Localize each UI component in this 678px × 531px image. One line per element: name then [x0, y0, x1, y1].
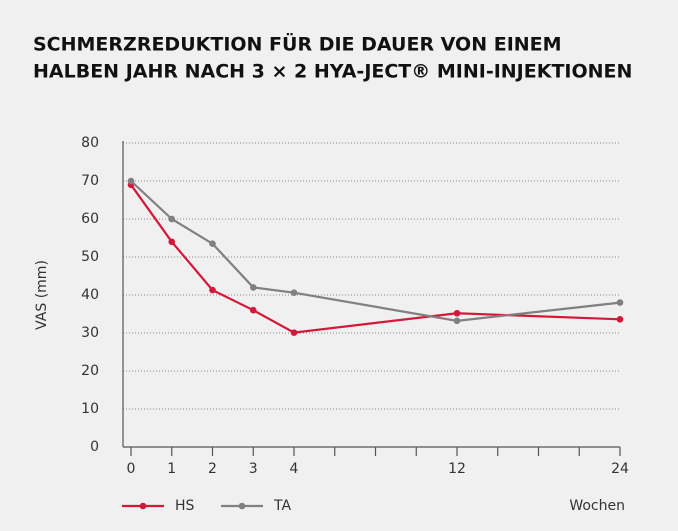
x-tick-label: 12 [448, 461, 466, 477]
x-tick-label: 1 [167, 461, 176, 477]
legend-marker [139, 502, 147, 510]
point [209, 240, 216, 247]
legend-label: TA [273, 498, 291, 514]
point [616, 299, 624, 306]
x-tick-label: 0 [127, 461, 136, 477]
y-tick-label: 30 [81, 325, 99, 341]
point [209, 286, 216, 294]
point [127, 177, 135, 185]
y-tick-label: 80 [81, 135, 99, 151]
chart-title: HALBEN JAHR NACH 3 × 2 HYA-JECT® MINI-IN… [33, 61, 632, 83]
y-tick-label: 10 [81, 401, 99, 417]
legend-label: HS [175, 498, 195, 514]
point [290, 289, 298, 297]
point [616, 316, 624, 323]
y-tick-label: 20 [81, 363, 99, 379]
point [453, 317, 461, 325]
legend-marker [238, 502, 246, 510]
x-tick-label: 3 [249, 461, 258, 477]
y-tick-label: 50 [81, 249, 99, 265]
point [290, 329, 298, 336]
point [249, 306, 257, 314]
y-tick-label: 0 [90, 439, 99, 455]
series-line [130, 180, 621, 322]
x-tick-label: 4 [290, 461, 299, 477]
point [249, 284, 257, 291]
y-tick-label: 70 [81, 173, 99, 189]
x-tick-label: 24 [611, 461, 629, 477]
y-tick-label: 40 [81, 287, 99, 303]
y-axis-label: VAS (mm) [34, 260, 50, 330]
x-tick-label: 2 [208, 461, 217, 477]
chart-title: SCHMERZREDUKTION FÜR DIE DAUER VON EINEM [33, 32, 562, 56]
point [168, 215, 176, 223]
x-axis-label: Wochen [569, 498, 625, 514]
point [168, 238, 176, 246]
y-tick-label: 60 [81, 211, 99, 227]
point [453, 309, 461, 317]
